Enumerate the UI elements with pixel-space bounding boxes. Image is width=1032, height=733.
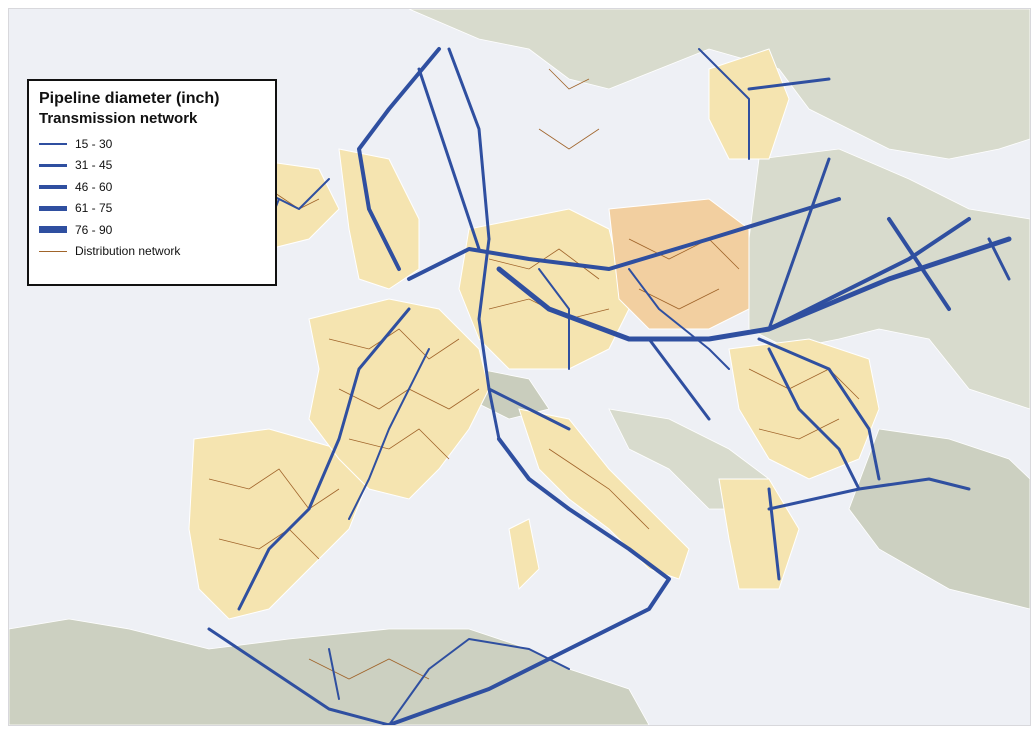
legend-item-2: 46 - 60 [39,176,265,198]
germany [458,208,630,370]
map-legend: Pipeline diameter (inch) Transmission ne… [27,79,277,286]
maghreb-europe [207,627,391,725]
trans-ukraine [496,236,1012,342]
transmission-line-swatch [39,163,67,167]
north-sea-pipeline [357,47,441,271]
transmission-network [207,47,1012,725]
distribution-line-swatch [39,250,67,252]
transmission-line-swatch [39,143,67,145]
network-land [188,48,880,620]
legend-subtitle: Transmission network [39,110,198,127]
legend-item-label: Distribution network [75,244,181,259]
europe-map-svg [9,9,1030,725]
east-west-main [407,197,841,281]
legend-items: 15 - 30 31 - 45 46 - 60 61 - 75 76 - 90 [39,133,265,241]
romania [728,338,880,480]
legend-item-label: 15 - 30 [75,136,113,151]
legend-item-label: 61 - 75 [75,201,113,216]
trans-med [387,437,671,725]
poland [608,198,750,330]
transmission-line-swatch [39,184,67,189]
legend-item-label: 31 - 45 [75,158,113,173]
legend-item-3: 61 - 75 [39,198,265,220]
italy [518,408,690,580]
legend-item-1: 31 - 45 [39,155,265,177]
legend-item-4: 76 - 90 [39,219,265,241]
transmission-line-swatch [39,226,67,234]
legend-title: Pipeline diameter (inch) [39,90,220,107]
transmission-line-swatch [39,205,67,211]
sardinia [508,518,540,591]
legend-item-0: 15 - 30 [39,133,265,155]
britain [338,148,420,290]
legend-item-label: 46 - 60 [75,179,113,194]
legend-item-label: 76 - 90 [75,222,113,237]
pipeline-map: Pipeline diameter (inch) Transmission ne… [8,8,1031,726]
legend-item-distribution: Distribution network [39,241,265,263]
